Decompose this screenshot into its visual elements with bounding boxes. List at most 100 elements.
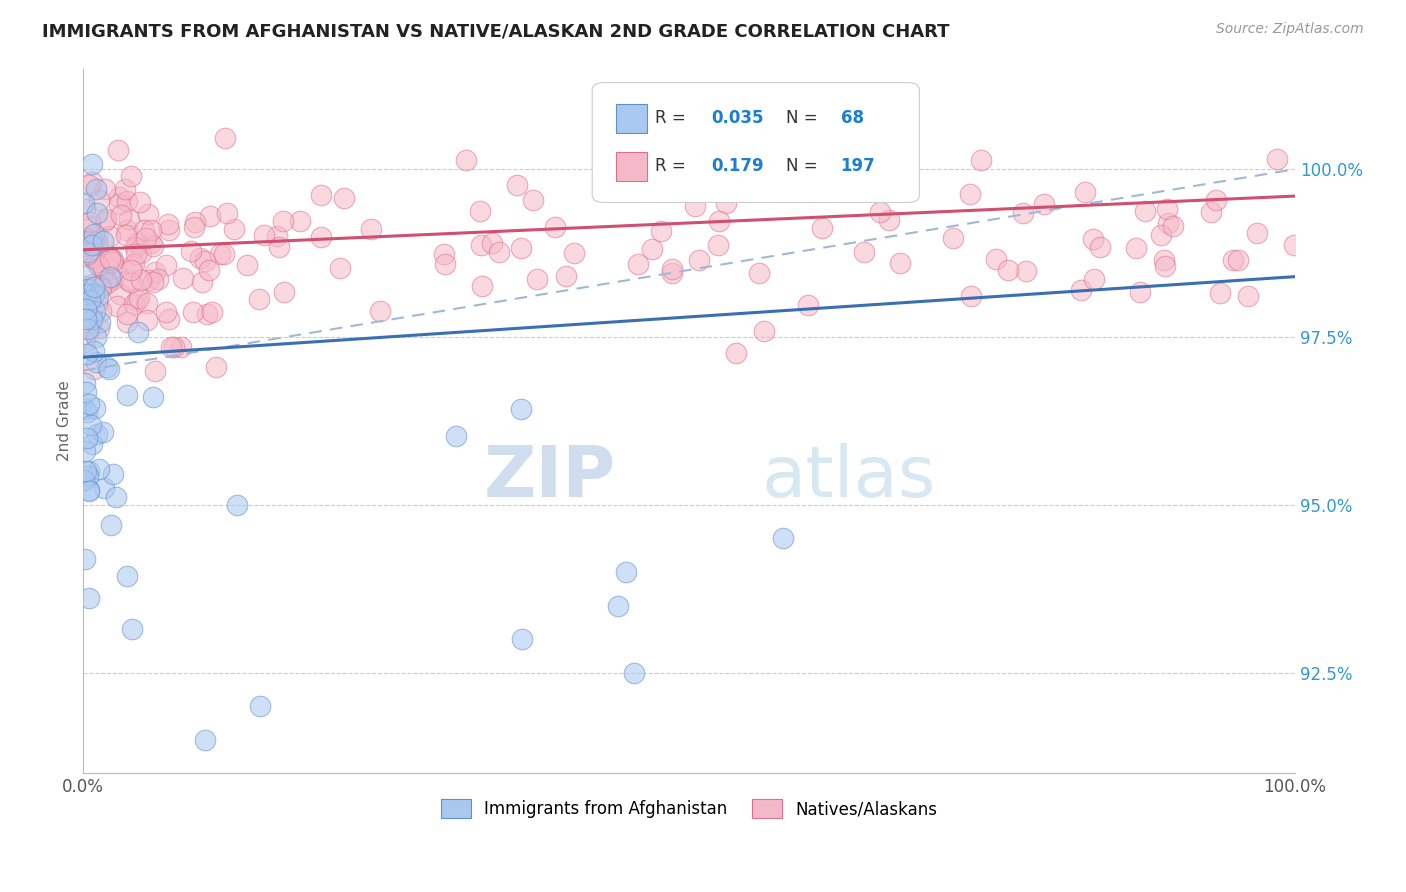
Point [101, 467, 124, 481]
Point [75, 385, 97, 400]
Point [190, 251, 212, 265]
Point [101, 252, 124, 266]
Point [555, 268, 578, 283]
Point [1033, 196, 1056, 211]
Point [76, 346, 98, 360]
Point [434, 257, 457, 271]
Point [1163, 219, 1185, 233]
Point [77, 464, 100, 478]
Point [444, 428, 467, 442]
Point [1226, 253, 1249, 268]
Point [84, 401, 107, 416]
Point [73, 268, 96, 283]
Point [214, 131, 236, 145]
Point [84, 182, 107, 196]
Point [86, 294, 108, 309]
Bar [616, 103, 647, 134]
Point [641, 243, 664, 257]
Point [309, 230, 332, 244]
Point [87, 193, 110, 207]
Point [127, 236, 149, 251]
Text: R =: R = [655, 157, 696, 175]
Point [80, 312, 103, 326]
Point [75, 202, 97, 217]
Point [83, 236, 105, 251]
Point [510, 402, 533, 417]
Point [1135, 204, 1157, 219]
Point [471, 279, 494, 293]
Point [143, 265, 166, 279]
Point [75, 464, 97, 478]
Point [80, 176, 103, 190]
Point [1015, 264, 1038, 278]
Point [115, 315, 138, 329]
Point [752, 324, 775, 338]
Point [1088, 240, 1111, 254]
Point [142, 275, 165, 289]
Point [80, 417, 103, 432]
Point [120, 275, 142, 289]
Point [83, 343, 105, 358]
Point [115, 568, 138, 582]
Point [707, 238, 730, 252]
Point [1081, 232, 1104, 246]
Point [661, 262, 683, 277]
Point [80, 157, 103, 171]
Point [115, 307, 138, 321]
Point [83, 304, 105, 318]
Point [90, 266, 112, 280]
Point [273, 285, 295, 299]
Point [120, 263, 142, 277]
Point [86, 205, 108, 219]
Point [607, 599, 630, 613]
Point [108, 197, 131, 211]
Point [77, 234, 100, 248]
Point [852, 244, 875, 259]
Point [83, 287, 105, 301]
Point [117, 273, 139, 287]
Point [470, 237, 492, 252]
Point [127, 325, 149, 339]
Point [89, 279, 111, 293]
Point [101, 272, 124, 286]
Point [98, 252, 121, 267]
Point [79, 215, 101, 229]
Point [249, 699, 271, 714]
Point [79, 237, 101, 252]
Point [76, 303, 98, 318]
Point [155, 258, 177, 272]
Point [73, 230, 96, 244]
Point [136, 296, 159, 310]
Point [163, 340, 186, 354]
Point [76, 468, 98, 483]
Point [87, 320, 110, 334]
Point [869, 204, 891, 219]
Point [93, 181, 115, 195]
Point [142, 390, 165, 404]
Point [748, 267, 770, 281]
Point [73, 235, 96, 249]
Point [332, 191, 354, 205]
Point [83, 362, 105, 376]
Point [1205, 193, 1227, 207]
Point [128, 291, 150, 305]
Point [1129, 285, 1152, 300]
Point [79, 484, 101, 499]
Point [481, 235, 503, 250]
Point [222, 222, 245, 236]
Point [1282, 237, 1305, 252]
Point [80, 238, 103, 252]
Point [110, 208, 132, 222]
Point [87, 258, 110, 272]
Point [135, 230, 157, 244]
Point [1201, 205, 1223, 219]
Point [184, 215, 207, 229]
Point [614, 565, 637, 579]
Point [544, 219, 567, 234]
Point [129, 194, 152, 209]
Point [118, 212, 141, 227]
FancyBboxPatch shape [592, 83, 920, 202]
Point [107, 143, 129, 157]
Point [267, 240, 290, 254]
Point [889, 256, 911, 270]
